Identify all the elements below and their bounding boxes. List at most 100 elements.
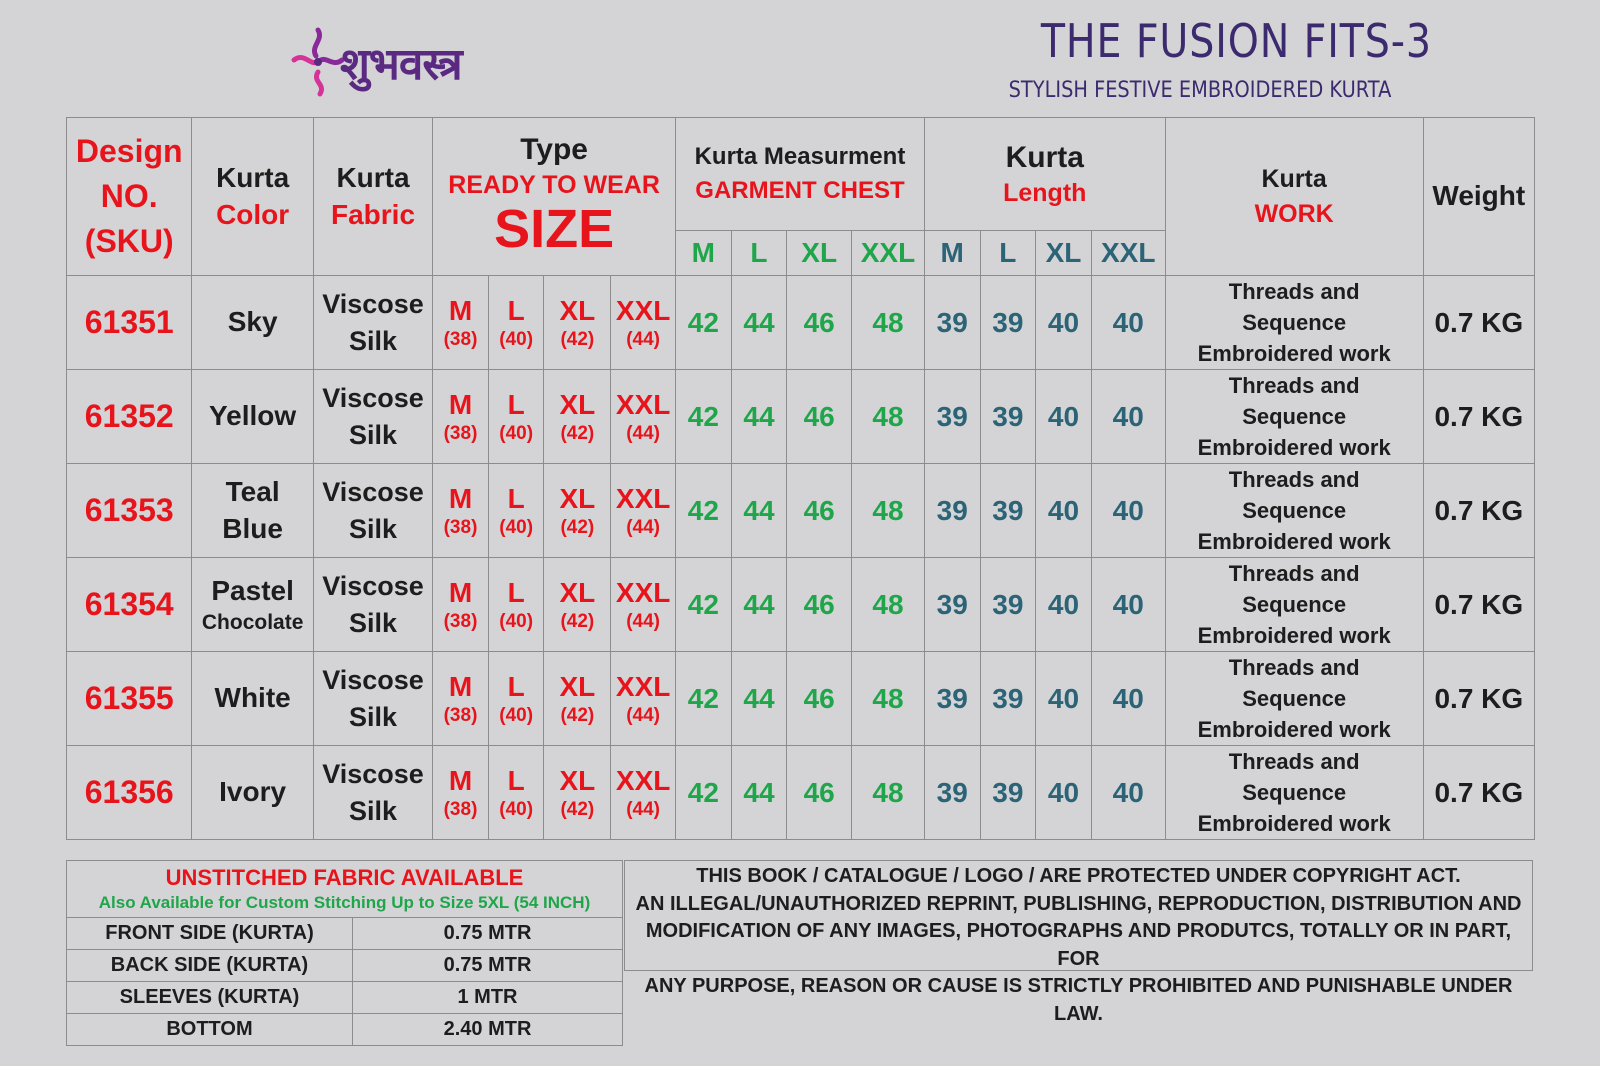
size-label: XXL xyxy=(615,765,671,797)
size-cell-l: L (40) xyxy=(487,557,545,652)
size-label: XXL xyxy=(615,577,671,609)
design-header-line2: NO. xyxy=(100,178,158,215)
size-label: L xyxy=(507,389,525,421)
sku-cell: 61355 xyxy=(65,651,193,746)
fabric-line2: Silk xyxy=(348,419,398,450)
fabric-line1: Viscose xyxy=(322,383,424,414)
size-value: (40) xyxy=(499,799,534,821)
length-m-value: 39 xyxy=(923,651,981,746)
chest-m-value: 42 xyxy=(675,651,732,746)
size-label: L xyxy=(507,295,525,327)
sku-cell: 61356 xyxy=(65,745,193,840)
chest-xxl-value: 48 xyxy=(851,369,925,464)
work-header-line2: WORK xyxy=(1254,199,1334,228)
fabric-row: BACK SIDE (KURTA) 0.75 MTR xyxy=(66,949,623,982)
fabric-row-label: BACK SIDE (KURTA) xyxy=(66,949,353,982)
size-label: XL xyxy=(559,389,596,421)
size-cell-m: M (38) xyxy=(432,745,489,840)
sku-cell: 61354 xyxy=(65,557,193,652)
size-value: (42) xyxy=(560,329,595,351)
fabric-cell: Viscose Silk xyxy=(312,275,434,370)
work-line: Sequence xyxy=(1242,404,1347,429)
chest-l-value: 44 xyxy=(730,369,788,464)
chest-header-line1: Kurta Measurment xyxy=(694,143,906,171)
color-header: Kurta Color xyxy=(191,117,314,276)
weight-cell: 0.7 KG xyxy=(1422,369,1536,464)
work-cell: Threads and Sequence Embroidered work xyxy=(1164,463,1424,558)
length-xl-value: 40 xyxy=(1035,651,1092,746)
size-cell-xxl: XXL (44) xyxy=(610,463,677,558)
size-cell-xl: XL (42) xyxy=(543,275,612,370)
size-label: M xyxy=(448,295,473,327)
design-header-line1: Design xyxy=(75,133,183,170)
length-l-value: 39 xyxy=(979,651,1037,746)
size-value: (44) xyxy=(626,517,661,539)
size-value: (38) xyxy=(443,705,478,727)
length-header-line1: Kurta xyxy=(1005,141,1084,175)
color-line1: Sky xyxy=(227,306,278,338)
size-label: M xyxy=(448,671,473,703)
length-xl-value: 40 xyxy=(1035,275,1092,370)
copyright-line: ANY PURPOSE, REASON OR CAUSE IS STRICTLY… xyxy=(644,975,1513,1025)
work-line: Sequence xyxy=(1242,592,1347,617)
length-xl-value: 40 xyxy=(1035,745,1092,840)
color-line1: White xyxy=(214,682,291,714)
fabric-row-value: 1 MTR xyxy=(352,981,623,1014)
chest-xxl-value: 48 xyxy=(851,557,925,652)
size-label: M xyxy=(448,389,473,421)
chest-xl-value: 46 xyxy=(786,369,853,464)
brand-logo-text: शुभवस्त्र xyxy=(340,39,463,90)
size-label: L xyxy=(507,483,525,515)
chest-xl-value: 46 xyxy=(786,651,853,746)
length-xxl-value: 40 xyxy=(1090,745,1166,840)
size-value: (40) xyxy=(499,611,534,633)
work-line: Sequence xyxy=(1242,310,1347,335)
size-chart-table: Design NO. (SKU) Kurta Color Kurta Fabri… xyxy=(65,117,1536,840)
length-m-value: 39 xyxy=(923,745,981,840)
size-cell-xl: XL (42) xyxy=(543,369,612,464)
size-value: (38) xyxy=(443,423,478,445)
work-line: Sequence xyxy=(1242,498,1347,523)
length-m-value: 39 xyxy=(923,557,981,652)
chest-size-xxl: XXL xyxy=(851,230,925,276)
length-xl-value: 40 xyxy=(1035,463,1092,558)
work-line: Threads and xyxy=(1228,279,1360,304)
table-row: 61351 Sky Viscose Silk M (38) L (40) XL … xyxy=(65,275,1536,370)
size-label: M xyxy=(448,765,473,797)
chest-m-value: 42 xyxy=(675,369,732,464)
size-value: (40) xyxy=(499,705,534,727)
size-cell-l: L (40) xyxy=(487,463,545,558)
length-xxl-value: 40 xyxy=(1090,369,1166,464)
brand-logo: शुभवस्त्र xyxy=(288,22,518,100)
size-label: XXL xyxy=(615,483,671,515)
fabric-row-label: SLEEVES (KURTA) xyxy=(66,981,353,1014)
fabric-row-label: FRONT SIDE (KURTA) xyxy=(66,917,353,950)
work-line: Embroidered work xyxy=(1197,811,1391,836)
size-cell-xl: XL (42) xyxy=(543,745,612,840)
chest-xl-value: 46 xyxy=(786,745,853,840)
size-cell-l: L (40) xyxy=(487,745,545,840)
size-value: (42) xyxy=(560,423,595,445)
weight-cell: 0.7 KG xyxy=(1422,275,1536,370)
fabric-line1: Viscose xyxy=(322,665,424,696)
size-cell-xl: XL (42) xyxy=(543,651,612,746)
table-row: 61353 Teal Blue Viscose Silk M (38) L (40… xyxy=(65,463,1536,558)
size-cell-l: L (40) xyxy=(487,369,545,464)
size-cell-m: M (38) xyxy=(432,557,489,652)
work-line: Embroidered work xyxy=(1197,623,1391,648)
size-cell-m: M (38) xyxy=(432,275,489,370)
length-size-m: M xyxy=(923,230,981,276)
weight-cell: 0.7 KG xyxy=(1422,463,1536,558)
size-label: L xyxy=(507,671,525,703)
length-xxl-value: 40 xyxy=(1090,275,1166,370)
page-subtitle: STYLISH FESTIVE EMBROIDERED KURTA xyxy=(1008,78,1392,103)
weight-header: Weight xyxy=(1422,117,1536,276)
fabric-row: FRONT SIDE (KURTA) 0.75 MTR xyxy=(66,917,623,950)
chest-xxl-value: 48 xyxy=(851,745,925,840)
type-header-line3: SIZE xyxy=(494,199,615,260)
length-xxl-value: 40 xyxy=(1090,651,1166,746)
fabric-row-value: 0.75 MTR xyxy=(352,949,623,982)
size-value: (44) xyxy=(626,329,661,351)
fabric-line2: Silk xyxy=(348,795,398,826)
size-cell-xxl: XXL (44) xyxy=(610,369,677,464)
